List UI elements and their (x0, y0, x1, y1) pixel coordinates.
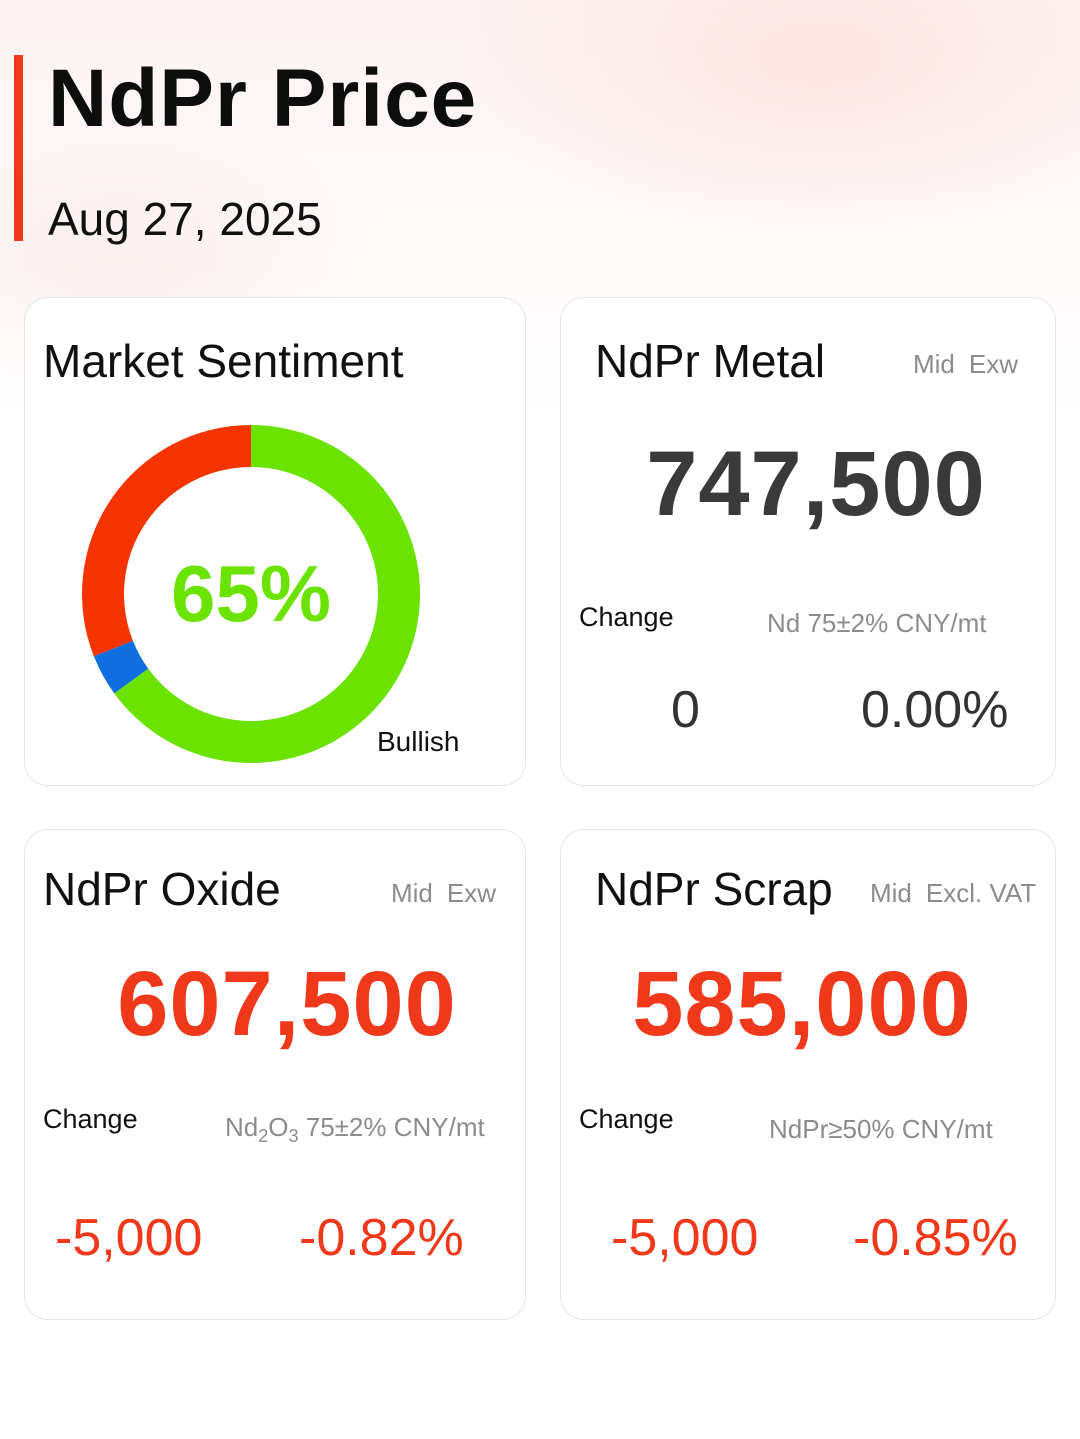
delivery-term: Exw (446, 878, 497, 908)
change-absolute: 0 (671, 681, 700, 739)
price-basis: Mid Excl. VAT (870, 880, 1036, 906)
price-type: Mid (870, 878, 912, 908)
price-basis: Mid Exw (913, 351, 1018, 377)
product-spec: Nd 75±2% CNY/mt (767, 608, 987, 638)
price-value: 607,500 (117, 953, 457, 1055)
change-label: Change (579, 602, 674, 632)
product-spec: Nd2O3 75±2% CNY/mt (225, 1114, 485, 1145)
price-value: 585,000 (632, 953, 972, 1055)
delivery-term: Exw (968, 349, 1019, 379)
ndpr-oxide-card[interactable]: NdPr Oxide Mid Exw 607,500 Change Nd2O3 7… (24, 829, 526, 1320)
spec-subscript: 3 (288, 1126, 299, 1147)
delivery-term: Excl. VAT (925, 878, 1037, 908)
price-value: 747,500 (646, 433, 986, 535)
donut-segment-neutral (93, 640, 149, 694)
price-type: Mid (913, 349, 955, 379)
change-percent: -0.85% (853, 1209, 1018, 1267)
page-date: Aug 27, 2025 (48, 193, 322, 245)
ndpr-scrap-card[interactable]: NdPr Scrap Mid Excl. VAT 585,000 Change N… (560, 829, 1056, 1320)
header: NdPr Price Aug 27, 2025 (0, 0, 1080, 290)
price-basis: Mid Exw (391, 880, 496, 906)
card-title: NdPr Scrap (595, 863, 833, 915)
change-label: Change (579, 1104, 674, 1134)
change-percent: 0.00% (861, 681, 1009, 739)
change-absolute: -5,000 (55, 1209, 203, 1267)
card-title: NdPr Metal (595, 335, 826, 387)
accent-bar (14, 55, 23, 241)
change-label: Change (43, 1104, 138, 1134)
spec-text: 75±2% CNY/mt (298, 1112, 485, 1142)
change-percent: -0.82% (299, 1209, 464, 1267)
donut-segment-bearish (82, 425, 252, 657)
market-sentiment-card[interactable]: Market Sentiment 65% Bullish (24, 297, 526, 786)
spec-element: O (268, 1112, 289, 1142)
change-absolute: -5,000 (611, 1209, 759, 1267)
card-title: NdPr Oxide (43, 863, 281, 915)
sentiment-percent: 65% (170, 549, 332, 638)
spec-subscript: 2 (258, 1126, 269, 1147)
sentiment-donut: 65% (81, 424, 421, 764)
sentiment-donut-chart (82, 425, 420, 763)
spec-element: Nd (225, 1112, 259, 1142)
product-spec: NdPr≥50% CNY/mt (769, 1114, 993, 1144)
page-title: NdPr Price (48, 53, 478, 144)
card-title: Market Sentiment (43, 335, 404, 387)
sentiment-label: Bullish (377, 726, 460, 757)
ndpr-metal-card[interactable]: NdPr Metal Mid Exw 747,500 Change Nd 75±2… (560, 297, 1056, 786)
price-type: Mid (391, 878, 433, 908)
